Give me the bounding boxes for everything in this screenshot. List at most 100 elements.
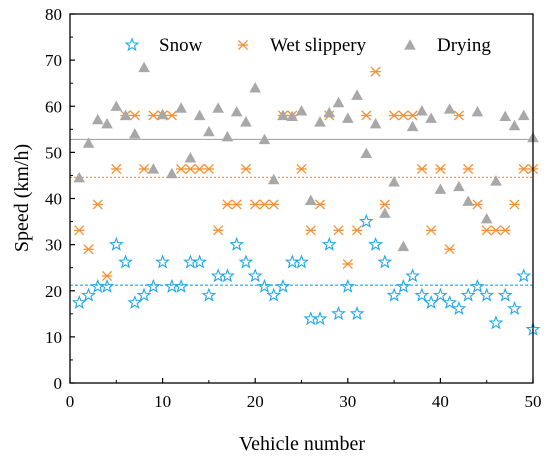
- snow-point: [127, 294, 143, 310]
- drying-point: [73, 171, 86, 183]
- snow-point: [442, 294, 458, 310]
- y-tick-label: 30: [45, 236, 62, 255]
- y-tick-label: 60: [45, 97, 62, 116]
- snow-point: [90, 278, 106, 293]
- drying-point: [258, 133, 271, 145]
- x-tick-label: 40: [432, 392, 449, 411]
- snow-point: [247, 268, 263, 283]
- snow-point: [451, 300, 467, 316]
- snow-point: [340, 278, 356, 293]
- wet-slippery-point: [407, 110, 418, 121]
- wet-slippery-point: [342, 258, 353, 270]
- drying-point: [286, 110, 299, 122]
- x-axis-title: Vehicle number: [239, 433, 365, 455]
- drying-point: [175, 102, 187, 113]
- drying-point: [332, 96, 345, 108]
- drying-point: [249, 82, 261, 93]
- drying-point: [82, 137, 95, 148]
- wet-slippery-point: [370, 66, 381, 77]
- snow-point: [497, 287, 513, 302]
- wet-slippery-point: [185, 163, 196, 175]
- drying-point: [240, 116, 252, 127]
- snow-point: [173, 278, 189, 293]
- wet-slippery-point: [74, 225, 85, 236]
- drying-point: [480, 212, 493, 224]
- drying-point: [184, 152, 197, 163]
- drying-point: [221, 130, 234, 142]
- y-tick-label: 10: [45, 328, 62, 347]
- drying-point: [379, 207, 391, 218]
- wet-slippery-point: [453, 110, 465, 121]
- wet-slippery-point: [129, 110, 141, 121]
- wet-slippery-point: [361, 110, 372, 121]
- drying-point: [230, 105, 243, 117]
- wet-slippery-point: [444, 244, 455, 255]
- drying-point: [91, 113, 104, 125]
- drying-point: [508, 119, 521, 131]
- wet-slippery-point: [481, 225, 492, 236]
- snow-point: [386, 287, 402, 302]
- wet-slippery-point: [490, 225, 502, 236]
- axes: [69, 13, 534, 384]
- drying-point: [517, 109, 530, 121]
- tick-labels: 0 10 20 30 40 50 0 10 20 30 40 50 60 70 80: [45, 5, 542, 411]
- mean-lines: [70, 138, 533, 286]
- wet-slippery-point: [398, 110, 409, 121]
- snow-point: [118, 254, 133, 269]
- wet-slippery-point: [509, 199, 520, 210]
- drying-point: [453, 180, 465, 192]
- wet-slippery-point: [388, 110, 400, 121]
- drying-point: [295, 105, 308, 116]
- legend: Snow Wet slippery Drying: [124, 35, 491, 56]
- x-tick-label: 20: [247, 392, 264, 411]
- wet-slippery-point: [194, 163, 205, 175]
- wet-slippery-point: [231, 199, 242, 210]
- drying-point: [397, 240, 410, 252]
- snow-point: [210, 268, 226, 283]
- snow-point: [266, 287, 282, 302]
- drying-point: [360, 147, 373, 158]
- wet-slippery-point: [175, 163, 187, 175]
- snow-point: [405, 268, 421, 283]
- y-axis-title: Speed (km/h): [11, 144, 33, 252]
- snow-point: [349, 306, 365, 321]
- wet-slippery-point: [379, 199, 391, 210]
- wet-slippery-point: [212, 225, 224, 236]
- wet-slippery-point: [425, 225, 437, 236]
- wet-slippery-point: [518, 163, 529, 175]
- drying-point: [388, 176, 400, 187]
- snow-point: [220, 268, 235, 283]
- drying-point: [212, 102, 224, 113]
- y-tick-label: 50: [45, 143, 62, 162]
- snow-point: [488, 315, 504, 330]
- snow-point: [238, 254, 254, 269]
- snow-point: [470, 278, 485, 293]
- snow-point: [331, 306, 346, 321]
- y-tick-label: 0: [54, 374, 63, 393]
- data-points: [71, 61, 541, 336]
- snow-point: [136, 287, 152, 302]
- snow-point: [414, 287, 430, 302]
- snow-point: [368, 236, 383, 251]
- plot-frame: [69, 13, 534, 384]
- snow-point: [312, 311, 328, 326]
- drying-point: [434, 183, 447, 194]
- snow-point: [303, 311, 319, 326]
- drying-point: [342, 112, 354, 123]
- wet-slippery-point: [416, 163, 428, 175]
- legend-marker-wet-slippery: [237, 39, 249, 51]
- drying-point: [471, 105, 484, 117]
- y-tick-label: 80: [45, 5, 62, 24]
- snow-point: [164, 278, 180, 293]
- snow-point: [229, 236, 245, 251]
- wet-slippery-point: [259, 199, 270, 210]
- y-tick-label: 70: [45, 51, 62, 70]
- drying-point: [351, 89, 363, 100]
- drying-point: [156, 108, 169, 120]
- snow-point: [321, 236, 337, 251]
- legend-label-wet-slippery: Wet slippery: [270, 35, 367, 56]
- wet-slippery-point: [222, 199, 233, 210]
- snow-point: [192, 254, 208, 269]
- drying-point: [166, 167, 178, 179]
